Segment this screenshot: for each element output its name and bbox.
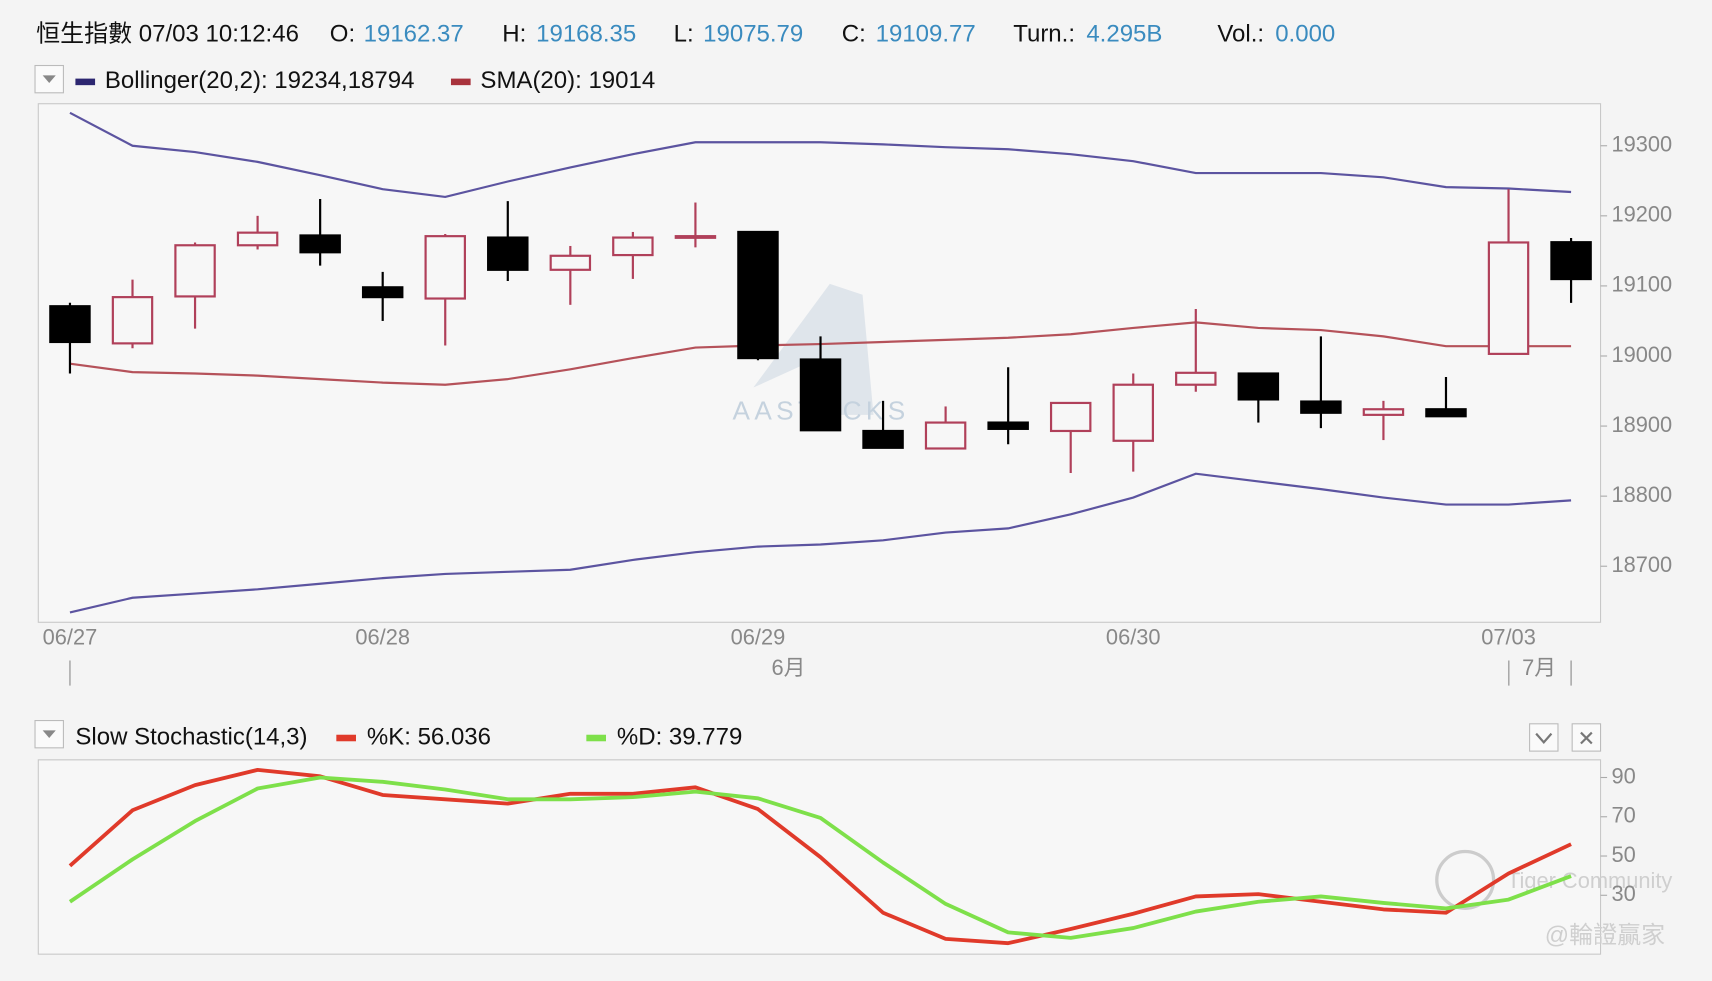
legend-label: Bollinger(20,2): 19234,18794 bbox=[105, 67, 415, 94]
y-tick-label: 50 bbox=[1611, 842, 1635, 867]
candle-body bbox=[674, 235, 717, 239]
watermark: @輪證贏家 bbox=[1545, 922, 1665, 949]
candle-body bbox=[924, 421, 967, 450]
y-tick-label: 19200 bbox=[1611, 202, 1672, 227]
header-value: 4.295B bbox=[1086, 20, 1162, 47]
x-tick-label: 06/29 bbox=[731, 624, 786, 649]
legend-swatch bbox=[586, 734, 606, 742]
candle-body bbox=[987, 421, 1029, 430]
collapse-icon bbox=[1535, 732, 1553, 745]
dropdown-arrow bbox=[42, 75, 56, 83]
candle-body bbox=[1362, 408, 1405, 416]
candle-body bbox=[236, 231, 279, 247]
collapse-button[interactable] bbox=[1529, 723, 1559, 752]
candle-body bbox=[1049, 401, 1092, 433]
dropdown-arrow bbox=[42, 730, 56, 739]
y-tick-label: 19000 bbox=[1611, 342, 1672, 367]
candle-body bbox=[612, 236, 654, 257]
y-tick-label: 30 bbox=[1611, 881, 1635, 906]
legend-title: Slow Stochastic(14,3) bbox=[75, 723, 307, 750]
candle-body bbox=[862, 429, 904, 449]
y-tick-label: 19300 bbox=[1611, 132, 1672, 157]
candle-body bbox=[361, 286, 404, 299]
x-tick-label: 07/03 bbox=[1481, 624, 1536, 649]
candle-body bbox=[174, 244, 216, 298]
candle-body bbox=[424, 235, 466, 300]
x-tick-label-secondary: 7月 bbox=[1522, 655, 1556, 680]
candle-body bbox=[299, 234, 341, 254]
y-tick-label: 18800 bbox=[1611, 482, 1672, 507]
x-tick-label-secondary: 6月 bbox=[772, 655, 806, 680]
candle-body bbox=[799, 358, 842, 432]
header-value: 19109.77 bbox=[876, 20, 976, 47]
y-tick-label: 90 bbox=[1611, 763, 1635, 788]
y-tick-label: 70 bbox=[1611, 803, 1635, 828]
indicator-line bbox=[69, 472, 1572, 614]
header-value: 19168.35 bbox=[536, 20, 636, 47]
header-label: O: bbox=[330, 20, 355, 47]
line bbox=[68, 775, 1572, 940]
legend-label: SMA(20): 19014 bbox=[480, 67, 655, 94]
close-icon bbox=[1580, 731, 1593, 745]
candle-body bbox=[111, 296, 154, 345]
header-title: 恒生指數 07/03 10:12:46 bbox=[36, 20, 299, 47]
y-tick-label: 18700 bbox=[1611, 552, 1672, 577]
dropdown[interactable] bbox=[34, 719, 64, 749]
candle-body bbox=[737, 230, 779, 360]
y-tick-label: 18900 bbox=[1611, 412, 1672, 437]
x-tick-label: 06/27 bbox=[43, 624, 98, 649]
candle-body bbox=[1175, 371, 1217, 386]
header-value: 19075.79 bbox=[703, 20, 803, 47]
indicator-line bbox=[69, 111, 1572, 199]
legend-label: %K: 56.036 bbox=[367, 723, 491, 750]
candle-body bbox=[549, 254, 592, 271]
y-tick-label: 19100 bbox=[1611, 272, 1672, 297]
candle-body bbox=[1425, 408, 1467, 418]
header-label: Turn.: bbox=[1013, 20, 1075, 47]
header-value: 19162.37 bbox=[364, 20, 464, 47]
watermark-logo bbox=[753, 283, 874, 415]
candle-body bbox=[1487, 241, 1530, 355]
header-label: Vol.: bbox=[1217, 20, 1264, 47]
x-tick-label: 06/30 bbox=[1106, 624, 1161, 649]
candle-body bbox=[1300, 400, 1342, 414]
legend-swatch bbox=[75, 78, 96, 86]
legend-label: %D: 39.779 bbox=[617, 723, 742, 750]
legend-swatch bbox=[450, 78, 471, 86]
candle-body bbox=[1112, 383, 1154, 442]
header-label: C: bbox=[842, 20, 866, 47]
candle-body bbox=[487, 236, 529, 271]
header-label: L: bbox=[674, 20, 694, 47]
x-tick-label: 06/28 bbox=[355, 624, 410, 649]
candle-body bbox=[1237, 372, 1280, 401]
legend-swatch bbox=[336, 734, 356, 742]
header-value: 0.000 bbox=[1275, 20, 1335, 47]
watermark-logo bbox=[1435, 849, 1496, 910]
candle-body bbox=[49, 305, 91, 344]
header-label: H: bbox=[502, 20, 526, 47]
candle-body bbox=[1550, 241, 1592, 281]
